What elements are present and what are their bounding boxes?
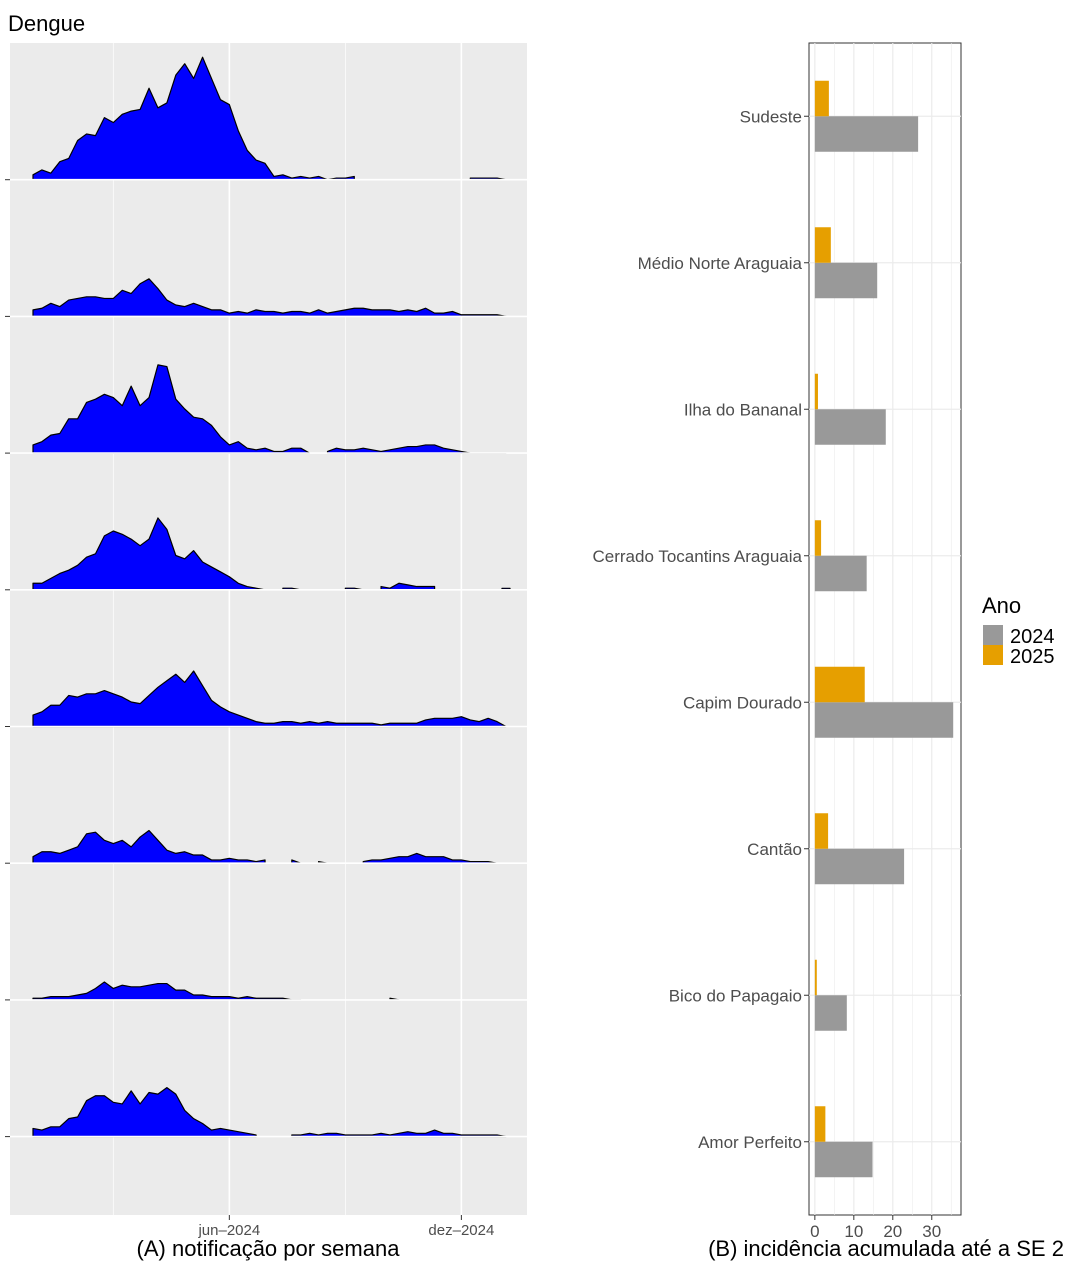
legend-label-2024: 2024 bbox=[1010, 626, 1055, 648]
x-tick-label: jun–2024 bbox=[197, 1222, 260, 1239]
area-series-8 bbox=[32, 1087, 507, 1138]
category-label: Bico do Papagaio bbox=[669, 986, 802, 1005]
legend-label-2025: 2025 bbox=[1010, 646, 1055, 668]
bar-2024 bbox=[814, 995, 847, 1031]
area-mark bbox=[32, 1087, 257, 1138]
area-mark bbox=[32, 829, 266, 864]
figure-title: Dengue bbox=[8, 11, 85, 36]
legend-key-2025 bbox=[983, 645, 1003, 665]
bar-2025 bbox=[814, 80, 829, 117]
bar-2024 bbox=[814, 1141, 873, 1178]
x-tick-label: dez–2024 bbox=[428, 1222, 494, 1239]
bar-2025 bbox=[814, 666, 865, 703]
panel-b-caption: (B) incidência acumulada até a SE 2 bbox=[708, 1236, 1064, 1261]
area-mark bbox=[32, 56, 355, 181]
panel-b: Sudeste Médio Norte Araguaia Ilha do Banan… bbox=[593, 42, 1064, 1261]
area-series-2 bbox=[32, 278, 507, 317]
legend: Ano 2024 2025 bbox=[982, 593, 1055, 668]
bar-2025 bbox=[814, 813, 829, 849]
legend-title: Ano bbox=[982, 593, 1021, 618]
panel-b-background bbox=[808, 42, 962, 1216]
area-mark bbox=[362, 852, 507, 864]
area-mark bbox=[32, 364, 311, 454]
category-label: Capim Dourado bbox=[683, 693, 802, 712]
x-tick-label: 30 bbox=[922, 1222, 941, 1241]
x-tick-label: 0 bbox=[810, 1222, 819, 1241]
area-series-6 bbox=[32, 829, 507, 864]
x-tick-label: 10 bbox=[844, 1222, 863, 1241]
category-label: Cerrado Tocantins Araguaia bbox=[593, 547, 803, 566]
panel-b-bars bbox=[814, 80, 954, 1178]
panel-a: jun–2024 dez–2024 (A) notificação por sem… bbox=[5, 43, 527, 1261]
bar-2024 bbox=[814, 555, 867, 592]
area-mark bbox=[32, 981, 302, 1001]
category-label: Sudeste bbox=[740, 107, 802, 126]
panel-a-background bbox=[10, 43, 527, 1215]
panel-a-gridlines bbox=[112, 43, 463, 1215]
legend-key-2024 bbox=[983, 625, 1003, 645]
category-label: Amor Perfeito bbox=[698, 1133, 802, 1152]
panel-a-x-axis: jun–2024 dez–2024 bbox=[197, 1215, 494, 1239]
bar-2024 bbox=[814, 848, 905, 885]
bar-2024 bbox=[814, 702, 954, 738]
area-mark bbox=[32, 670, 507, 728]
area-mark bbox=[32, 517, 266, 591]
category-label: Cantão bbox=[747, 840, 802, 859]
x-tick-label: 20 bbox=[883, 1222, 902, 1241]
bar-2024 bbox=[814, 409, 886, 445]
panel-a-areas bbox=[32, 56, 511, 1138]
panel-a-separators bbox=[5, 178, 527, 1138]
category-label: Médio Norte Araguaia bbox=[638, 254, 803, 273]
bar-2025 bbox=[814, 1106, 826, 1142]
bar-2024 bbox=[814, 262, 878, 299]
panel-a-caption: (A) notificação por semana bbox=[137, 1236, 401, 1261]
area-mark bbox=[380, 582, 436, 591]
bar-2024 bbox=[814, 116, 919, 152]
area-mark bbox=[32, 278, 507, 317]
area-series-1 bbox=[32, 56, 507, 181]
bar-2025 bbox=[814, 520, 822, 556]
category-label: Ilha do Bananal bbox=[684, 400, 802, 419]
area-series-5 bbox=[32, 670, 507, 728]
bar-2025 bbox=[814, 373, 818, 410]
bar-2025 bbox=[814, 227, 831, 263]
bar-2025 bbox=[814, 959, 817, 996]
area-mark bbox=[291, 1129, 507, 1138]
panel-b-axes: Sudeste Médio Norte Araguaia Ilha do Banan… bbox=[593, 107, 942, 1241]
